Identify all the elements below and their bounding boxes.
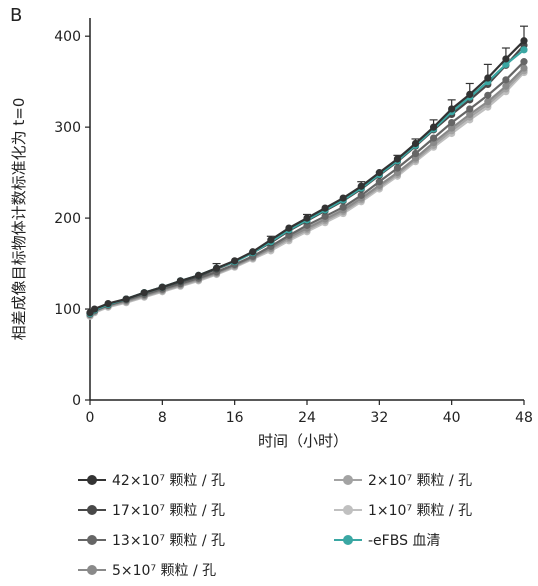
x-tick-label: 32 bbox=[370, 410, 388, 426]
legend-marker-icon bbox=[334, 503, 362, 517]
data-point bbox=[484, 98, 492, 106]
data-point bbox=[393, 164, 402, 172]
series-6 bbox=[86, 46, 528, 318]
data-point bbox=[321, 204, 329, 212]
data-point bbox=[466, 110, 474, 119]
data-point bbox=[520, 64, 528, 72]
legend-marker-icon bbox=[334, 473, 362, 487]
legend-item-42e7: 42×10⁷ 颗粒 / 孔 bbox=[78, 470, 225, 490]
legend-marker-icon bbox=[78, 503, 106, 517]
legend-item-13e7: 13×10⁷ 颗粒 / 孔 bbox=[78, 530, 225, 550]
series-line bbox=[89, 48, 525, 315]
series-line bbox=[89, 60, 525, 316]
legend-marker-icon bbox=[78, 563, 106, 577]
y-axis-label: 相差成像目标物体计数标准化为 t=0 bbox=[10, 98, 28, 341]
series-0 bbox=[86, 37, 528, 317]
data-point bbox=[375, 169, 383, 177]
data-point bbox=[339, 203, 347, 211]
legend-label: -eFBS 血清 bbox=[368, 533, 441, 549]
legend-label: 2×10⁷ 颗粒 / 孔 bbox=[368, 473, 473, 489]
y-tick-label: 100 bbox=[54, 302, 81, 318]
data-point bbox=[502, 76, 510, 84]
series-line bbox=[89, 39, 525, 314]
legend-item-2e7: 2×10⁷ 颗粒 / 孔 bbox=[334, 470, 472, 490]
series-1 bbox=[86, 41, 528, 318]
data-point bbox=[520, 37, 528, 45]
data-point bbox=[339, 194, 347, 202]
data-point bbox=[176, 277, 185, 285]
legend-item-5e7: 5×10⁷ 颗粒 / 孔 bbox=[78, 560, 216, 580]
x-axis-label: 时间（小时） bbox=[258, 432, 348, 450]
legend-item-efbs: -eFBS 血清 bbox=[334, 530, 440, 550]
legend-marker-icon bbox=[78, 473, 106, 487]
y-tick-label: 200 bbox=[54, 211, 81, 227]
series-2 bbox=[86, 58, 528, 319]
data-point bbox=[520, 46, 528, 54]
data-point bbox=[357, 191, 365, 199]
data-point bbox=[466, 105, 474, 113]
data-point bbox=[502, 55, 510, 63]
data-point bbox=[140, 289, 148, 297]
x-tick-label: 8 bbox=[158, 410, 167, 426]
data-point bbox=[249, 248, 257, 256]
data-point bbox=[122, 295, 130, 303]
x-tick-label: 48 bbox=[515, 410, 533, 426]
x-tick-label: 16 bbox=[226, 410, 244, 426]
data-point bbox=[411, 149, 420, 158]
data-point bbox=[194, 271, 203, 279]
series-line bbox=[89, 44, 525, 315]
data-point bbox=[90, 305, 99, 313]
data-point bbox=[520, 58, 528, 66]
legend-marker-icon bbox=[78, 533, 106, 547]
legend-marker-icon bbox=[334, 533, 362, 547]
data-point bbox=[484, 91, 492, 99]
data-point bbox=[285, 224, 293, 232]
x-tick-label: 24 bbox=[298, 410, 316, 426]
y-tick-label: 400 bbox=[54, 29, 81, 45]
data-point bbox=[321, 212, 329, 220]
y-tick-label: 300 bbox=[54, 120, 81, 136]
legend-label: 5×10⁷ 颗粒 / 孔 bbox=[112, 563, 217, 579]
data-point bbox=[375, 178, 383, 186]
data-point bbox=[158, 283, 166, 291]
legend-item-1e7: 1×10⁷ 颗粒 / 孔 bbox=[334, 500, 472, 520]
data-point bbox=[502, 60, 510, 68]
data-point bbox=[448, 118, 456, 127]
legend-item-17e7: 17×10⁷ 颗粒 / 孔 bbox=[78, 500, 225, 520]
legend-label: 1×10⁷ 颗粒 / 孔 bbox=[368, 503, 473, 519]
legend-label: 17×10⁷ 颗粒 / 孔 bbox=[112, 503, 226, 519]
legend-label: 42×10⁷ 颗粒 / 孔 bbox=[112, 473, 226, 489]
data-point bbox=[502, 82, 510, 90]
line-chart: 0 100 200 300 400 0 8 16 24 32 40 48 时间（小时） 相差成像目标物体计… bbox=[10, 18, 533, 450]
x-tick-label: 40 bbox=[443, 410, 461, 426]
panel-label: B bbox=[10, 5, 23, 26]
data-point bbox=[448, 124, 456, 132]
data-point bbox=[429, 134, 438, 142]
legend-label: 13×10⁷ 颗粒 / 孔 bbox=[112, 533, 226, 549]
x-tick-label: 0 bbox=[86, 410, 95, 426]
y-tick-label: 0 bbox=[72, 393, 81, 409]
data-point bbox=[104, 299, 112, 308]
data-point bbox=[231, 257, 239, 265]
